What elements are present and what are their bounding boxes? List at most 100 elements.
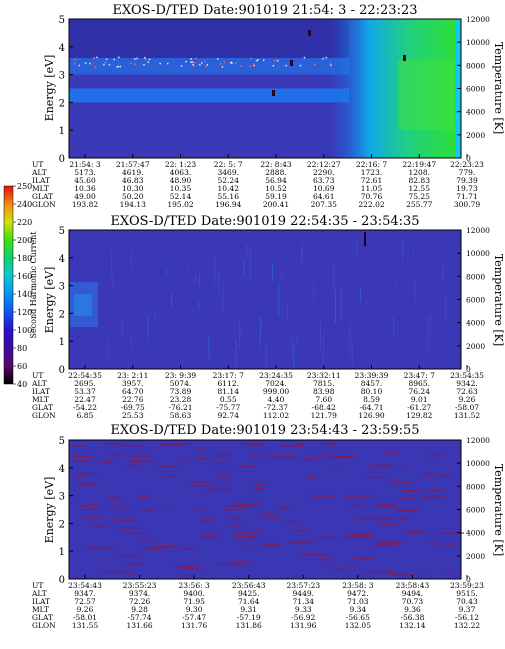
colorbar-tick-label: 160 bbox=[17, 272, 32, 281]
data-streak bbox=[232, 535, 256, 538]
data-streak bbox=[313, 536, 337, 539]
data-streak bbox=[395, 509, 420, 512]
ephemeris-cell: 64.61 bbox=[313, 192, 334, 201]
data-dot bbox=[205, 65, 207, 68]
ephemeris-cell: 72.63 bbox=[456, 387, 478, 396]
ephemeris-cell: 22:16: 7 bbox=[356, 160, 388, 169]
data-streak bbox=[201, 535, 220, 538]
ephemeris-cell: 129.82 bbox=[406, 411, 432, 420]
ephemeris-cell: 70.76 bbox=[361, 192, 383, 201]
ephemeris-row-label: GLAT bbox=[32, 403, 53, 412]
ephemeris-cell: 9515. bbox=[456, 589, 477, 598]
data-streak bbox=[117, 445, 141, 447]
ephemeris-cell: 132.05 bbox=[345, 621, 371, 630]
data-dot bbox=[285, 64, 287, 67]
energy-band bbox=[69, 74, 349, 89]
data-dot bbox=[193, 61, 196, 64]
data-streak bbox=[319, 321, 321, 350]
y-tick-label: 1 bbox=[59, 547, 65, 558]
data-dot bbox=[199, 63, 201, 66]
data-streak bbox=[77, 483, 97, 486]
ephemeris-cell: -56.38 bbox=[400, 613, 424, 622]
ephemeris-cell: 45.60 bbox=[74, 176, 96, 185]
data-streak bbox=[374, 543, 399, 546]
panel-3-y-label: Energy [eV] bbox=[43, 477, 56, 544]
panel-2-heatmap bbox=[69, 230, 461, 370]
ephemeris-cell: 72.57 bbox=[74, 597, 96, 606]
ephemeris-cell: 83.98 bbox=[313, 387, 335, 396]
data-dot bbox=[117, 65, 120, 68]
ephemeris-cell: 4619. bbox=[122, 168, 143, 177]
ephemeris-cell: 9.33 bbox=[295, 605, 312, 614]
data-streak bbox=[441, 572, 454, 575]
ephemeris-cell: 5074. bbox=[170, 379, 191, 388]
data-streak bbox=[129, 461, 142, 464]
data-dot bbox=[308, 30, 311, 36]
data-streak bbox=[322, 564, 331, 566]
data-streak bbox=[221, 480, 228, 482]
data-streak bbox=[421, 496, 446, 498]
ephemeris-row-label: ALT bbox=[31, 379, 47, 388]
data-streak bbox=[353, 557, 375, 560]
ephemeris-row-label: GLAT bbox=[32, 192, 53, 201]
data-dot bbox=[190, 58, 192, 60]
data-streak bbox=[217, 475, 231, 478]
y-tick-label: 1 bbox=[59, 337, 65, 348]
data-dot bbox=[191, 61, 194, 63]
data-streak bbox=[343, 495, 370, 497]
data-streak bbox=[278, 445, 303, 447]
data-streak bbox=[249, 248, 251, 282]
colorbar-tick-label: 120 bbox=[17, 308, 32, 317]
ephemeris-cell: 23:58: 3 bbox=[342, 581, 374, 590]
data-streak bbox=[117, 527, 138, 529]
data-dot bbox=[272, 90, 275, 96]
data-streak bbox=[79, 505, 92, 507]
ephemeris-cell: 126.90 bbox=[358, 411, 384, 420]
data-streak bbox=[189, 484, 215, 487]
data-streak bbox=[235, 339, 237, 370]
ephemeris-row-label: ILAT bbox=[32, 387, 50, 396]
ephemeris-cell: 10.30 bbox=[122, 184, 144, 193]
data-dot bbox=[113, 58, 115, 61]
data-dot bbox=[276, 59, 279, 62]
data-dot bbox=[313, 63, 316, 66]
data-dot bbox=[240, 65, 242, 67]
data-streak bbox=[402, 238, 404, 261]
data-streak bbox=[402, 465, 409, 467]
data-dot bbox=[84, 62, 87, 64]
ephemeris-cell: 23:59:23 bbox=[450, 581, 484, 590]
data-dot bbox=[89, 62, 91, 65]
data-streak bbox=[225, 505, 253, 507]
ephemeris-cell: 22.47 bbox=[74, 395, 96, 404]
data-streak bbox=[72, 445, 83, 447]
ephemeris-cell: 71.34 bbox=[293, 597, 315, 606]
data-streak bbox=[125, 571, 134, 573]
panel-2-y-ticks: 0 1 2 3 4 5 bbox=[59, 226, 73, 376]
ephemeris-cell: 25.53 bbox=[122, 411, 144, 420]
colorbar-tick-label: 250 bbox=[17, 182, 32, 191]
panel-2-ephemeris-table: UT 22:54:35 23: 2:11 23: 9:39 23:17: 7 23:24:… bbox=[31, 365, 484, 420]
data-dot bbox=[94, 66, 96, 68]
data-streak bbox=[292, 530, 310, 532]
data-streak bbox=[389, 574, 415, 576]
ephemeris-cell: 8.59 bbox=[363, 395, 380, 404]
data-dot bbox=[257, 59, 259, 61]
ephemeris-row-label: UT bbox=[32, 371, 43, 380]
ephemeris-cell: 23:24:35 bbox=[259, 371, 293, 380]
data-streak bbox=[174, 565, 195, 568]
data-streak bbox=[393, 316, 395, 339]
data-streak bbox=[234, 531, 262, 534]
data-streak bbox=[272, 262, 274, 281]
colorbar-tick-label: 200 bbox=[17, 236, 32, 245]
data-streak bbox=[293, 343, 295, 369]
ephemeris-cell: 71.03 bbox=[347, 597, 369, 606]
data-streak bbox=[255, 487, 264, 490]
data-streak bbox=[230, 525, 243, 527]
ephemeris-cell: 48.90 bbox=[170, 176, 192, 185]
data-dot bbox=[330, 64, 332, 66]
ephemeris-cell: 131.55 bbox=[72, 621, 98, 630]
data-streak bbox=[322, 332, 324, 367]
data-streak bbox=[121, 316, 123, 337]
data-dot bbox=[104, 61, 107, 64]
ephemeris-cell: 70.73 bbox=[402, 597, 424, 606]
